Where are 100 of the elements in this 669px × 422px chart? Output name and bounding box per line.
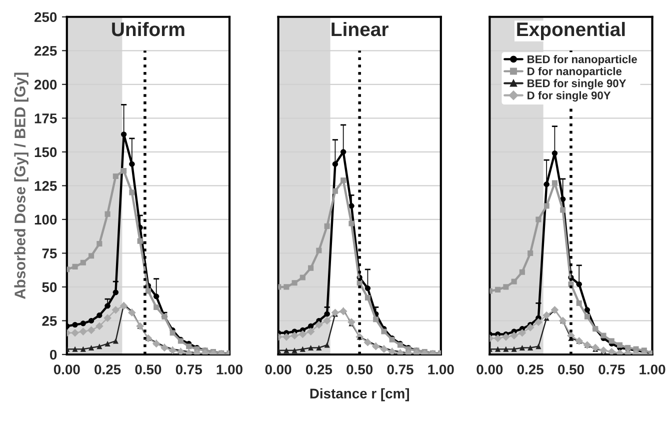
legend-label: BED for nanoparticle [528,55,637,66]
point [72,346,78,352]
point [364,338,372,346]
point [300,274,306,280]
x-tick-label: 0.50 [558,364,584,374]
point [315,320,323,329]
point [511,346,517,352]
point [308,344,314,351]
point [80,346,86,352]
point [88,318,94,324]
point [80,260,86,266]
y-tick-label: 175 [34,114,57,124]
point [186,344,192,350]
point [88,253,94,259]
point [584,307,590,313]
point [591,344,600,352]
point [96,240,102,247]
point [170,330,176,336]
point [282,332,290,341]
point [544,203,550,209]
point [152,340,160,348]
point [503,346,509,352]
point [87,326,96,334]
point [502,332,510,341]
y-tick-label: 225 [34,46,57,56]
y-tick-label: 125 [34,181,57,191]
point [104,340,110,346]
point [495,286,501,292]
point [160,344,168,352]
point [340,178,346,184]
point [72,264,78,270]
point [137,238,143,244]
point [168,346,177,354]
point [112,338,118,344]
point [331,308,340,317]
point [284,284,290,290]
legend-label: BED for single 90Y [528,79,626,90]
chart-title: Linear [332,22,388,36]
point [95,322,104,330]
y-tick-label: 25 [42,316,57,326]
x-tick-label: 1.00 [428,364,454,374]
point [518,328,526,337]
point [79,328,88,336]
x-tick-label: 0.75 [176,364,202,374]
point [348,220,354,226]
point [381,328,387,334]
x-tick-label: 0.75 [598,364,625,374]
chart-title: Exponential [517,22,625,40]
point [72,322,78,328]
y-tick-label: 250 [34,12,57,22]
point [576,300,582,306]
point [584,314,590,320]
point [616,342,623,348]
point [526,324,534,332]
point [292,348,298,354]
point [104,211,110,217]
point [519,269,525,275]
y-tick-label: 75 [42,248,57,258]
x-tick-label: 0.75 [387,364,414,374]
point [308,323,314,329]
point [323,316,331,325]
point [536,344,542,350]
point [316,344,322,351]
point [121,168,127,174]
point [154,304,160,310]
chart-title: Uniform [112,22,184,36]
point [364,294,370,301]
x-tick-label: 0.50 [346,364,373,374]
x-axis-title: Distance r [cm] [310,388,409,402]
y-tick-label: 100 [34,214,57,225]
point [300,346,306,352]
x-tick-label: 0.25 [94,364,121,374]
point [112,173,118,180]
point [494,334,502,342]
point [290,332,298,340]
point [600,332,606,338]
point [120,302,128,310]
point [528,344,534,351]
point [128,308,136,317]
x-tick-label: 0.50 [135,364,162,374]
point [316,248,322,254]
point [511,278,517,284]
point [332,188,338,194]
point [112,306,120,314]
point [292,280,298,286]
point [528,250,534,256]
point [510,332,518,340]
point [104,314,112,322]
point [608,338,614,344]
y-tick-label: 200 [34,80,57,90]
point [348,318,356,326]
point [88,344,94,351]
point [495,346,501,352]
point [306,328,315,336]
x-tick-label: 0.25 [517,364,544,374]
point [96,312,102,318]
point [129,190,135,196]
legend-label: D for nanoparticle [528,67,622,78]
point [519,344,525,351]
y-tick-label: 50 [42,282,57,292]
